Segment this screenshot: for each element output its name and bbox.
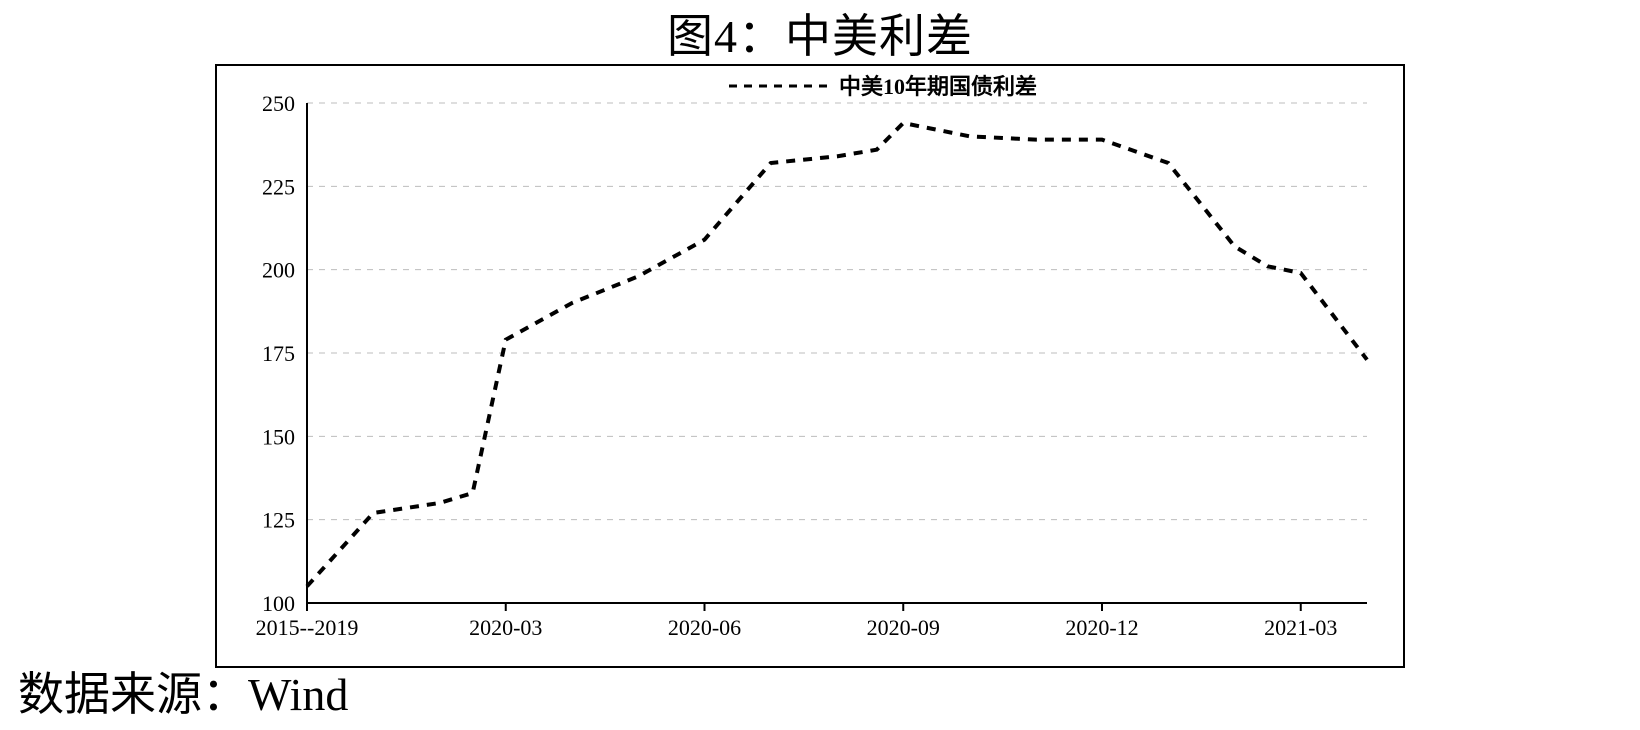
page: 图4：中美利差 中美10年期国债利差 100 125 150 175 200 225 250 2… <box>0 0 1640 730</box>
legend-label: 中美10年期国债利差 <box>839 74 1037 99</box>
x-tick-label: 2020-06 <box>668 615 741 640</box>
y-tick-label: 125 <box>262 508 295 533</box>
x-tick-label: 2020-09 <box>867 615 940 640</box>
chart-title: 图4：中美利差 <box>0 0 1640 66</box>
chart-svg: 中美10年期国债利差 100 125 150 175 200 225 250 2015--201… <box>217 66 1403 666</box>
x-tick-label: 2020-03 <box>469 615 542 640</box>
y-tick-label: 100 <box>262 591 295 616</box>
y-tick-label: 225 <box>262 174 295 199</box>
source-prefix: 数据来源： <box>18 669 248 720</box>
chart-frame: 中美10年期国债利差 100 125 150 175 200 225 250 2015--201… <box>215 64 1405 668</box>
y-tick-label: 150 <box>262 424 295 449</box>
series-line <box>307 123 1367 586</box>
x-tick-label: 2021-03 <box>1264 615 1337 640</box>
x-tick-label: 2020-12 <box>1065 615 1138 640</box>
y-tick-label: 200 <box>262 258 295 283</box>
source-line: 数据来源：Wind <box>18 658 348 724</box>
x-tick-label: 2015--2019 <box>256 615 359 640</box>
y-tick-label: 175 <box>262 341 295 366</box>
source-brand: Wind <box>248 669 348 720</box>
y-tick-label: 250 <box>262 91 295 116</box>
